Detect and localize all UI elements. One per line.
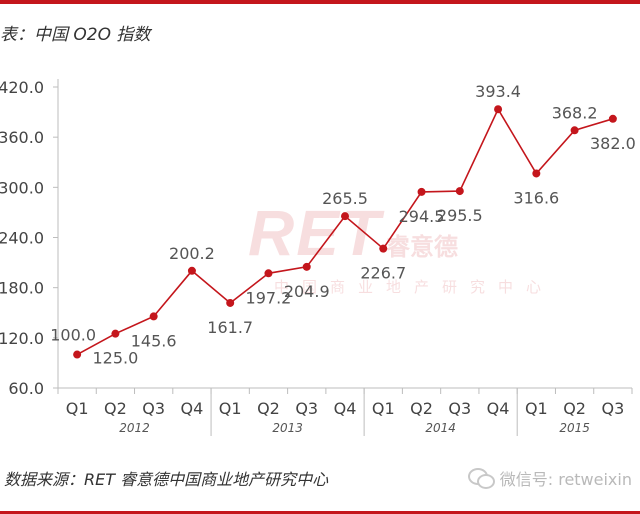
data-point xyxy=(379,244,388,253)
x-tick-label: Q2 xyxy=(563,399,586,418)
wechat-id: 微信号: retweixin xyxy=(467,466,632,490)
data-point xyxy=(73,350,82,359)
data-label: 161.7 xyxy=(207,318,253,337)
data-point xyxy=(455,187,464,196)
line-chart: 60.0 120.0 180.0 240.0 300.0 360.0 420.0 2012 20… xyxy=(0,78,636,436)
x-tick-label: Q4 xyxy=(181,399,204,418)
data-point xyxy=(187,266,196,275)
chart-title: 表：中国 O2O 指数 xyxy=(0,25,151,45)
bottom-rule xyxy=(0,511,640,514)
data-point xyxy=(570,126,579,135)
y-tick-label: 420.0 xyxy=(0,78,44,97)
data-point xyxy=(608,114,617,123)
x-tick-label: Q4 xyxy=(334,399,357,418)
data-label: 295.5 xyxy=(437,206,483,225)
data-label: 316.6 xyxy=(513,188,559,207)
x-group-label: 2012 xyxy=(119,421,150,435)
data-label: 145.6 xyxy=(131,331,177,350)
data-point xyxy=(302,262,311,271)
x-tick-label: Q1 xyxy=(219,399,242,418)
data-label: 226.7 xyxy=(360,264,406,283)
series-line xyxy=(76,107,614,356)
data-label: 294.5 xyxy=(399,207,445,226)
y-tick-label: 360.0 xyxy=(0,128,44,147)
wechat-id-text: 微信号: retweixin xyxy=(499,470,632,489)
data-point xyxy=(532,169,541,178)
data-label: 125.0 xyxy=(92,349,138,368)
x-tick-label: Q4 xyxy=(487,399,510,418)
x-group-label: 2013 xyxy=(272,421,303,435)
watermark-cn: 睿意德 xyxy=(386,234,458,261)
data-label: 393.4 xyxy=(475,82,521,101)
data-label: 100.0 xyxy=(50,326,96,345)
y-tick-label: 240.0 xyxy=(0,229,44,248)
x-tick-label: Q3 xyxy=(142,399,165,418)
x-tick-label: Q3 xyxy=(601,399,624,418)
data-point xyxy=(149,312,158,321)
y-tick-label: 60.0 xyxy=(8,379,44,398)
top-rule xyxy=(0,0,640,4)
x-tick-label: Q2 xyxy=(104,399,127,418)
x-tick-label: Q2 xyxy=(257,399,280,418)
source-note: 数据来源：RET 睿意德中国商业地产研究中心 xyxy=(4,470,329,489)
x-tick-label: Q3 xyxy=(295,399,318,418)
y-tick-label: 180.0 xyxy=(0,279,44,298)
x-group-label: 2014 xyxy=(425,421,456,435)
x-tick-label: Q3 xyxy=(448,399,471,418)
data-point xyxy=(341,212,349,221)
data-label: 265.5 xyxy=(322,189,368,208)
data-label: 382.0 xyxy=(590,134,636,153)
y-tick-label: 300.0 xyxy=(0,178,44,197)
data-point xyxy=(111,329,120,338)
data-point xyxy=(494,105,503,114)
x-tick-label: Q2 xyxy=(410,399,433,418)
data-label: 197.2 xyxy=(246,288,292,307)
x-group-label: 2015 xyxy=(559,421,590,435)
x-tick-label: Q1 xyxy=(525,399,548,418)
data-label: 204.9 xyxy=(284,282,330,301)
data-point xyxy=(226,298,235,307)
data-point xyxy=(417,187,426,196)
data-point xyxy=(264,269,273,278)
data-label: 368.2 xyxy=(552,103,598,122)
wechat-icon xyxy=(467,468,495,489)
watermark: RET 睿意德 中国商业地产研究中心 xyxy=(248,196,541,296)
y-tick-label: 120.0 xyxy=(0,329,44,348)
x-tick-label: Q1 xyxy=(372,399,395,418)
watermark-sub: 中国商业地产研究中心 xyxy=(274,279,555,296)
data-label: 200.2 xyxy=(169,244,215,263)
x-tick-label: Q1 xyxy=(66,399,89,418)
